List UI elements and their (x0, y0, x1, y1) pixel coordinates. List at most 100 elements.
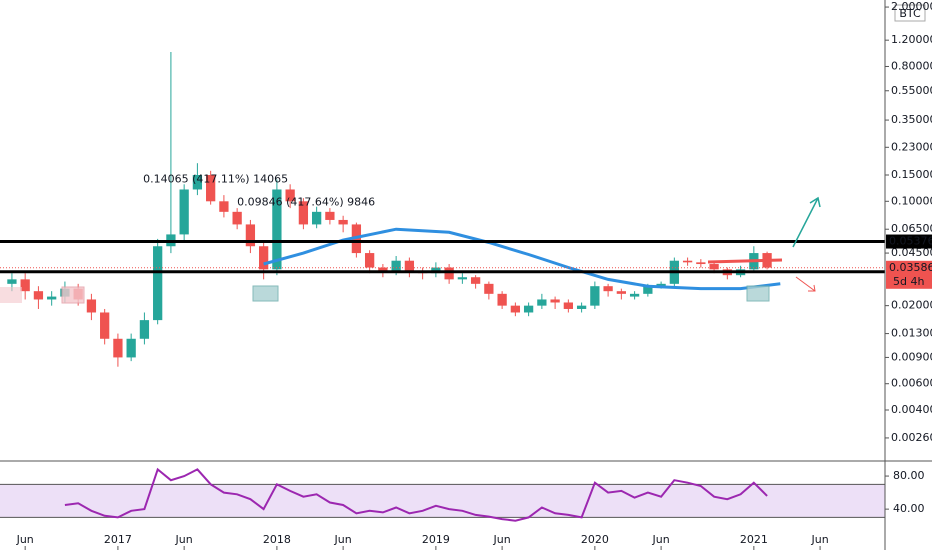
x-tick-label: Jun (493, 533, 511, 546)
candle-body (378, 267, 388, 272)
candle-body (696, 262, 706, 265)
candle-body (590, 286, 600, 306)
y-tick-label: 0.01300 (891, 327, 932, 340)
plot: 0.14065 (417.11%) 14065 0.09846 (417.64%)… (0, 52, 885, 522)
candle-body (126, 338, 136, 358)
y-tick-label: 0.15000 (891, 168, 932, 181)
x-tick-label: Jun (16, 533, 34, 546)
candle-body (192, 175, 203, 190)
candle-body (285, 189, 295, 202)
y-tick-label: 0.00260 (891, 431, 932, 444)
y-tick-label: 0.10000 (891, 194, 932, 207)
y-tick-label: 1.20000 (891, 33, 932, 46)
candle-body (497, 293, 507, 306)
candle-body (484, 283, 494, 294)
candle-body (7, 279, 17, 284)
candle-body (100, 312, 110, 339)
last-price-box (886, 260, 932, 289)
candle-body (20, 279, 30, 292)
candle-body (86, 299, 97, 313)
candle-body (219, 201, 229, 212)
candle-body (643, 286, 653, 294)
candle-body (616, 291, 626, 294)
x-tick-label: 2019 (422, 533, 450, 546)
x-tick-label: 2017 (104, 533, 132, 546)
y-tick-label: 0.23000 (891, 140, 932, 153)
candle-body (444, 267, 454, 280)
candle-body (272, 189, 282, 270)
candle-body (139, 320, 150, 339)
trend-line (707, 258, 783, 264)
up-arrow (792, 197, 819, 248)
annotation: 0.14065 (417.11%) 14065 (143, 172, 288, 185)
x-tick-label: 2018 (263, 533, 291, 546)
down-arrow-head (808, 284, 816, 292)
candle-body (259, 246, 269, 270)
candle-body (298, 201, 309, 225)
y-tick-label: 40.00 (893, 502, 925, 515)
countdown-label: 5d 4h (893, 275, 924, 288)
highlight-box (746, 285, 770, 302)
candle-body (364, 253, 375, 268)
candle-body (510, 305, 521, 313)
candle-body (576, 305, 587, 309)
candle-body (245, 224, 256, 247)
y-tick-label: 0.02000 (891, 299, 932, 312)
candle-body (325, 211, 335, 220)
candle-body (470, 277, 481, 284)
currency-label: BTC (899, 7, 921, 20)
candle-body (312, 211, 322, 225)
currency-badge (894, 4, 926, 22)
level-label-box (886, 234, 932, 249)
candle-body (47, 296, 57, 300)
candle-body (550, 299, 560, 303)
x-tick-label: Jun (810, 533, 828, 546)
y-tick-label: 0.55000 (891, 84, 932, 97)
down-arrow (795, 276, 816, 292)
y-tick-label: 0.80000 (891, 59, 932, 72)
y-tick-label: 0.00400 (891, 403, 932, 416)
y-tick-label: 0.04500 (891, 246, 932, 259)
candle-body (603, 286, 613, 292)
candle-body (232, 211, 242, 225)
candle-body (629, 293, 640, 297)
candle-body (113, 338, 123, 358)
y-tick-label: 0.35000 (891, 113, 932, 126)
up-arrow-head (809, 196, 821, 208)
candle-body (709, 264, 719, 270)
y-tick-label: 0.00600 (891, 377, 932, 390)
candle-body (391, 260, 401, 272)
y-tick-label: 80.00 (893, 469, 925, 482)
x-tick-label: Jun (652, 533, 670, 546)
candle-body (153, 246, 163, 321)
x-tick-label: Jun (334, 533, 352, 546)
y-tick-label: 0.06500 (891, 222, 932, 235)
x-tick-label: 2020 (581, 533, 609, 546)
candle-body (563, 302, 573, 309)
rsi-band (0, 484, 885, 518)
candle-body (656, 283, 666, 287)
rsi-line (64, 467, 768, 522)
candle-body (537, 299, 547, 306)
highlight-box (252, 285, 279, 302)
y-tick-label: 2.00000 (891, 0, 932, 13)
candle-body (179, 189, 189, 235)
candle-body (206, 175, 216, 202)
candle-body (682, 260, 693, 263)
candle-body (457, 277, 468, 280)
highlight-box (0, 287, 22, 303)
y-tick-label: 0.00900 (891, 350, 932, 363)
axes: 2.00000 1.20000 0.80000 0.55000 0.35000 0.230… (16, 0, 932, 550)
highlight-box (61, 286, 85, 304)
candle-body (33, 291, 44, 300)
last-price-label: 0.03586 (889, 261, 932, 274)
candle-body (523, 305, 534, 313)
annotation: 0.09846 (417.64%) 9846 (237, 196, 375, 209)
level-label: 0.05376 (889, 235, 932, 248)
x-tick-label: Jun (175, 533, 193, 546)
candle-body (338, 219, 348, 225)
candle-body (404, 260, 415, 272)
x-tick-label: 2021 (740, 533, 768, 546)
